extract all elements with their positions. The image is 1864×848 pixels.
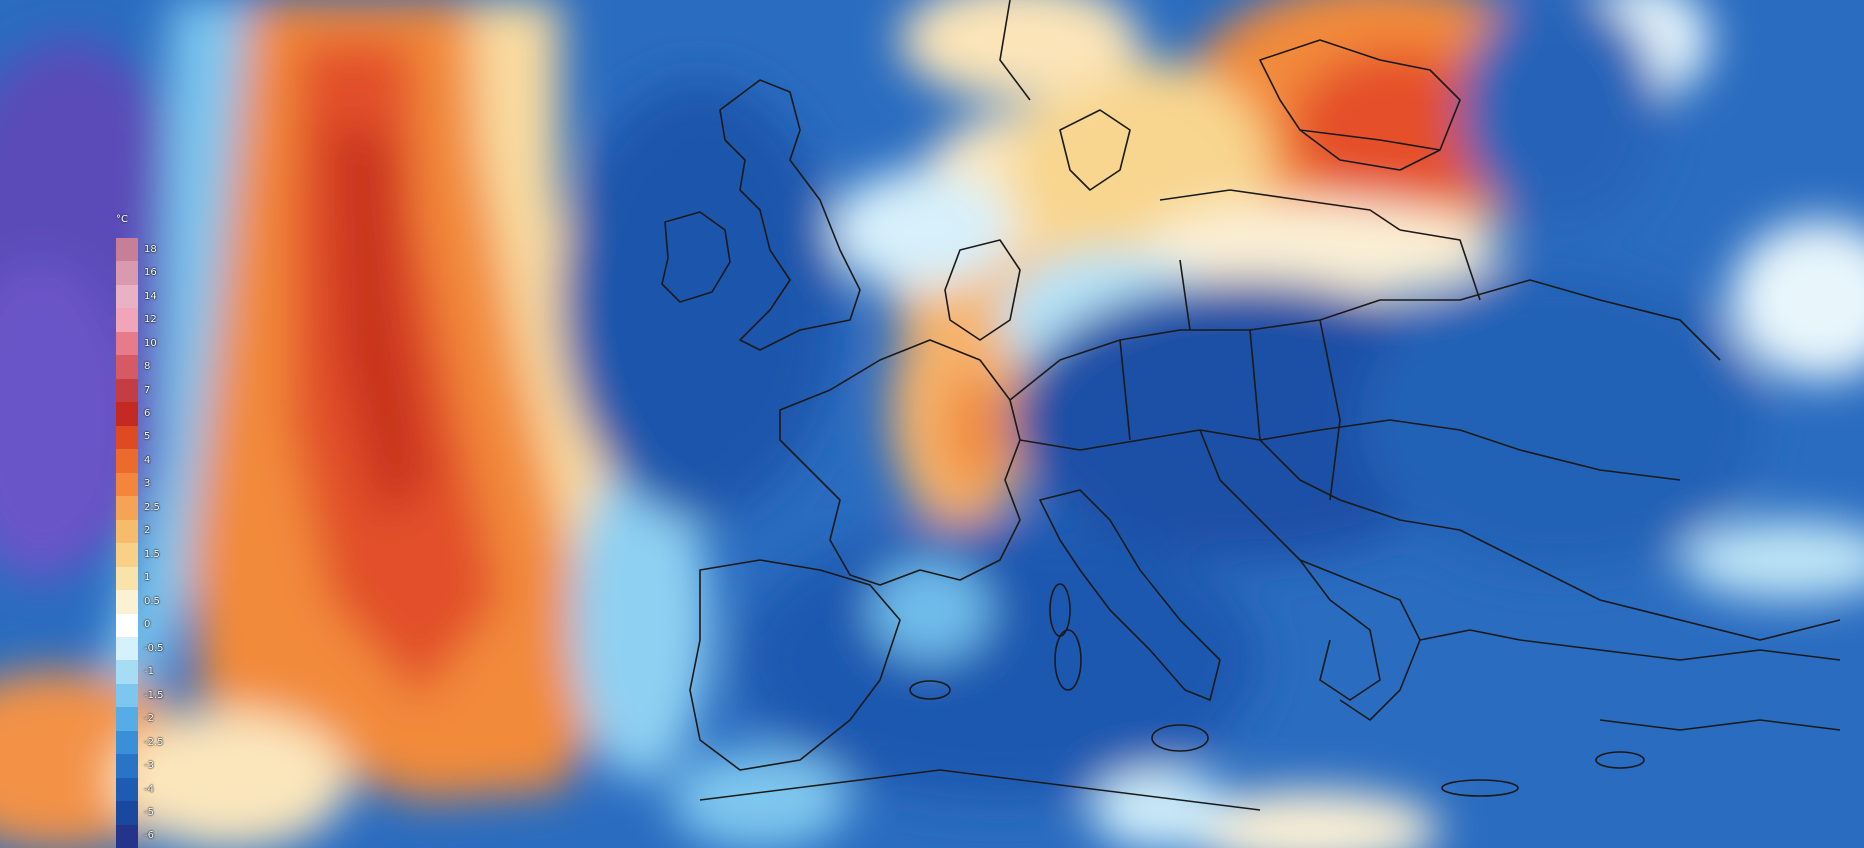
legend-color-bar xyxy=(116,238,138,848)
legend-swatch xyxy=(116,449,138,473)
legend-label: 1.5 xyxy=(144,548,160,560)
legend-label: 2 xyxy=(144,525,151,537)
legend-label: 1 xyxy=(144,572,151,584)
legend-label: -0.5 xyxy=(144,642,164,654)
legend-swatch xyxy=(116,425,138,450)
legend-label: 2.5 xyxy=(144,501,160,513)
legend-label: -5 xyxy=(144,806,154,818)
legend-unit: °C xyxy=(116,214,128,225)
legend-labels: 18 16 14 12 10 8 7 6 5 4 3 2.5 2 1.5 1 0.5 0 -0.5 -1 -1.5 -2… xyxy=(144,238,164,848)
legend-label: 12 xyxy=(144,314,157,326)
legend-swatch xyxy=(116,543,138,567)
legend-swatch xyxy=(116,331,138,356)
legend-swatch xyxy=(116,355,138,379)
legend-swatch xyxy=(116,496,138,520)
legend-label: -4 xyxy=(144,783,154,795)
legend-swatch xyxy=(116,261,138,285)
legend-label: 16 xyxy=(144,267,157,279)
legend-swatch xyxy=(116,402,138,426)
temperature-legend: °C 18 16 14 12 10 8 7 6 5 4 3 2.5 2 1.5 1 0.5 0 -0.5 -1 -1.… xyxy=(114,214,172,848)
legend-label: 0 xyxy=(144,619,151,631)
legend-label: 14 xyxy=(144,290,157,302)
legend-label: -2.5 xyxy=(144,736,164,748)
legend-swatch xyxy=(116,284,138,309)
legend-label: 6 xyxy=(144,408,151,420)
legend-swatch xyxy=(116,824,138,848)
legend-swatch xyxy=(116,378,138,403)
legend-label: -3 xyxy=(144,760,154,772)
legend-swatch xyxy=(116,308,138,332)
legend-swatch xyxy=(116,707,138,731)
legend-label: 0.5 xyxy=(144,595,160,607)
legend-swatch xyxy=(116,660,138,684)
legend-label: 18 xyxy=(144,243,157,255)
legend-label: 3 xyxy=(144,478,151,490)
legend-swatch xyxy=(116,636,138,661)
legend-label: 8 xyxy=(144,361,151,373)
legend-label: 7 xyxy=(144,384,151,396)
legend-label: -6 xyxy=(144,830,154,842)
legend-label: 4 xyxy=(144,454,151,466)
legend-swatch xyxy=(116,683,138,708)
legend-label: 5 xyxy=(144,431,151,443)
legend-swatch xyxy=(116,777,138,802)
legend-label: -1.5 xyxy=(144,689,164,701)
legend-swatch xyxy=(116,801,138,825)
legend-label: 10 xyxy=(144,337,157,349)
legend-swatch xyxy=(116,730,138,755)
legend-swatch xyxy=(116,238,138,262)
legend-swatch xyxy=(116,613,138,637)
country-borders xyxy=(661,0,1841,811)
legend-label: -1 xyxy=(144,666,154,678)
legend-swatch xyxy=(116,519,138,544)
legend-swatch xyxy=(116,472,138,497)
legend-swatch xyxy=(116,754,138,778)
legend-swatch xyxy=(116,590,138,614)
legend-label: -2 xyxy=(144,713,154,725)
legend-swatch xyxy=(116,566,138,591)
